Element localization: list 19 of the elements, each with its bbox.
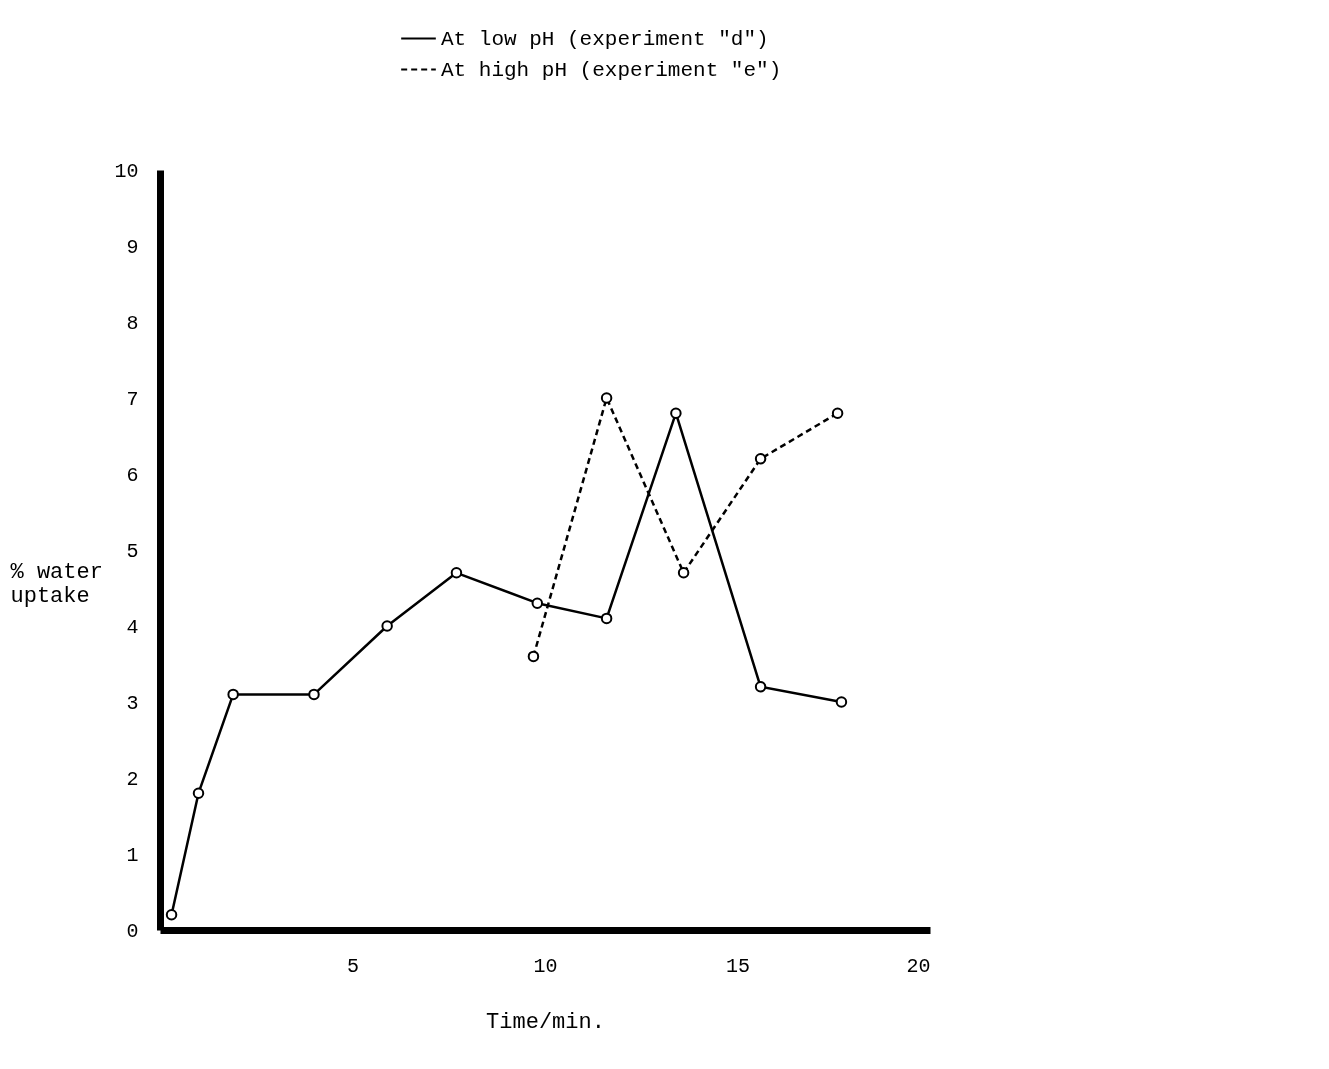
y-tick-label: 3 [126,691,139,715]
x-axis-title: Time/min. [486,1009,605,1035]
y-axis-title: % water uptake [10,559,103,609]
y-tick-label: 10 [114,159,139,183]
y-tick-label: 1 [126,843,139,867]
x-tick-label: 10 [533,954,558,978]
y-tick-label: 7 [126,387,139,411]
y-tick-label: 4 [126,615,139,639]
x-tick-label: 5 [346,954,360,978]
legend-label: At low pH (experiment "d") [441,27,769,51]
legend-label: At high pH (experiment "e") [441,58,782,82]
y-tick-label: 0 [126,919,139,943]
y-tick-label: 2 [126,767,139,791]
x-tick-label: 20 [906,954,931,978]
x-tick-label: 15 [725,954,751,978]
y-tick-label: 9 [126,235,139,259]
y-tick-label: 6 [126,463,139,487]
y-tick-label: 8 [126,311,139,335]
y-tick-label: 5 [126,539,139,563]
